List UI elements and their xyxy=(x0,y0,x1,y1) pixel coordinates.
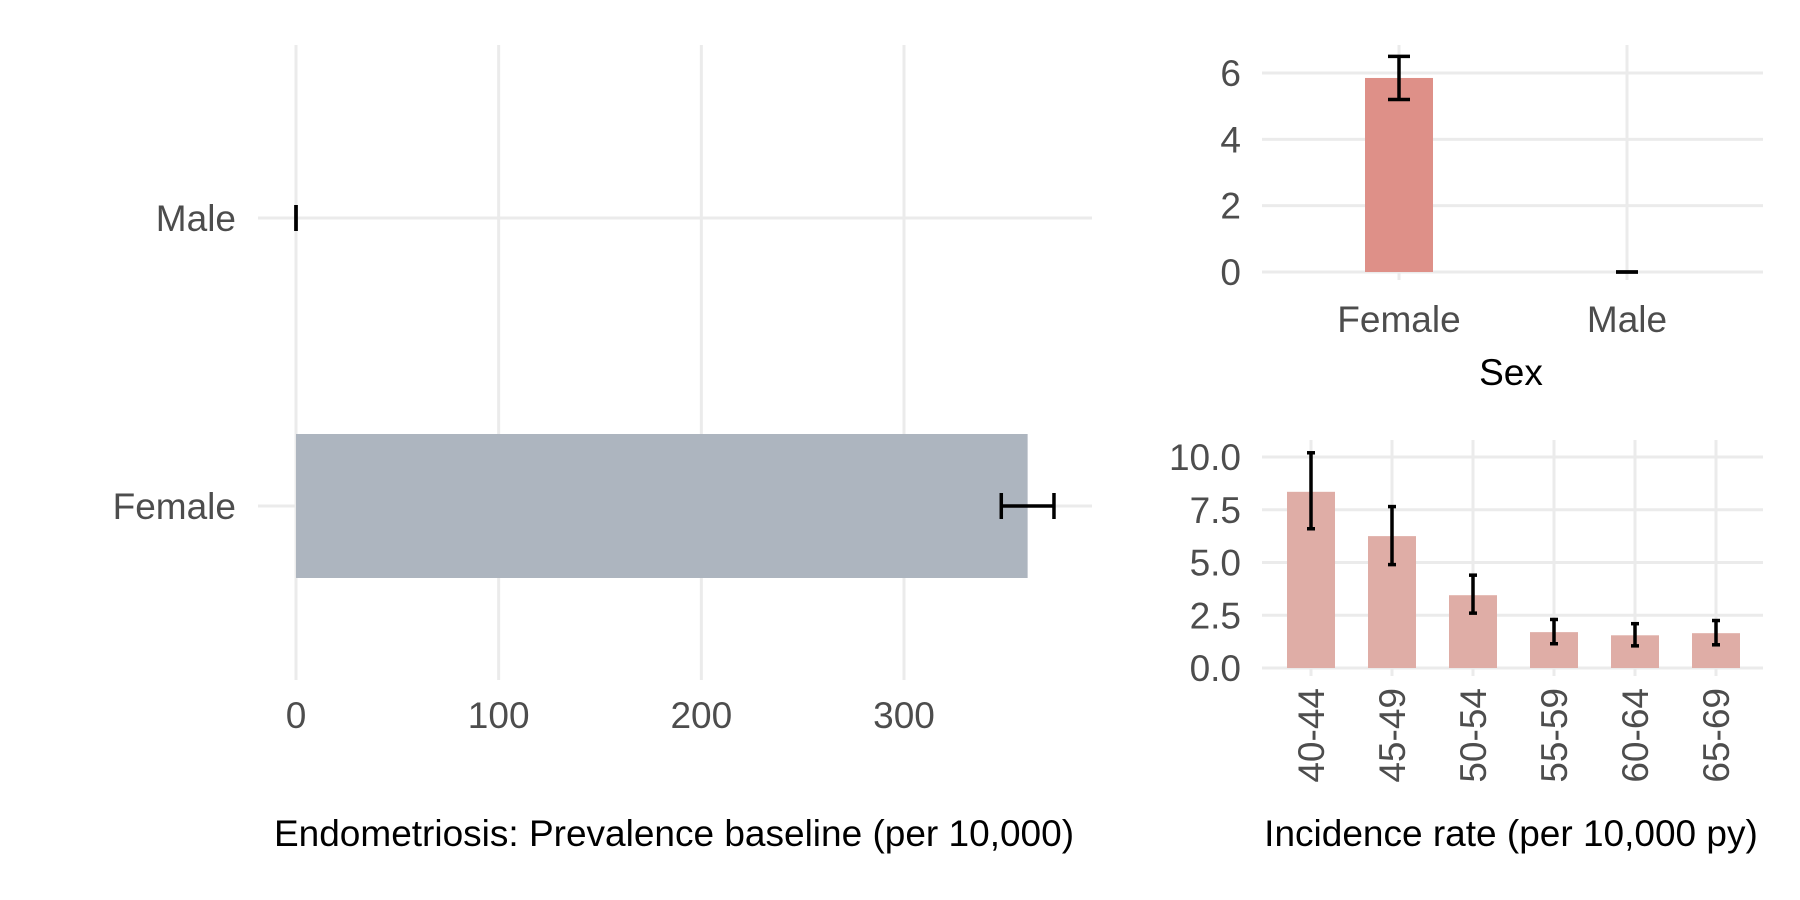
age-category-label: 50-54 xyxy=(1453,688,1494,783)
age-tick-label: 7.5 xyxy=(1190,490,1241,531)
prevalence-category-label: Female xyxy=(113,486,236,527)
sex-bar-female xyxy=(1365,77,1433,272)
age-category-label: 55-59 xyxy=(1534,688,1575,783)
incidence-by-sex-panel: Female Male 0 2 4 6 xyxy=(1220,45,1763,340)
sex-category-label: Male xyxy=(1587,299,1667,340)
sex-tick-label: 0 xyxy=(1220,252,1241,293)
age-tick-label: 10.0 xyxy=(1169,437,1241,478)
prevalence-tick-label: 100 xyxy=(468,695,530,736)
prevalence-axis-title: Endometriosis: Prevalence baseline (per … xyxy=(274,813,1074,854)
prevalence-tick-label: 0 xyxy=(286,695,307,736)
age-category-label: 45-49 xyxy=(1372,688,1413,783)
prevalence-bar-female xyxy=(296,434,1028,578)
age-category-label: 65-69 xyxy=(1696,688,1737,783)
age-category-label: 60-64 xyxy=(1615,688,1656,783)
prevalence-tick-label: 200 xyxy=(670,695,732,736)
age-tick-label: 0.0 xyxy=(1190,648,1241,689)
sex-category-label: Female xyxy=(1337,299,1460,340)
incidence-by-age-panel: 40-44 45-49 50-54 55-59 60-64 65-69 0.0 2.5 5.0 7… xyxy=(1169,437,1763,783)
incidence-axis-title: Incidence rate (per 10,000 py) xyxy=(1264,813,1758,854)
age-category-label: 40-44 xyxy=(1291,688,1332,783)
sex-tick-label: 2 xyxy=(1220,186,1241,227)
sex-tick-label: 4 xyxy=(1220,119,1241,160)
age-tick-label: 2.5 xyxy=(1190,595,1241,636)
sex-tick-label: 6 xyxy=(1220,53,1241,94)
prevalence-category-label: Male xyxy=(156,198,236,239)
age-tick-label: 5.0 xyxy=(1190,543,1241,584)
prevalence-tick-label: 300 xyxy=(873,695,935,736)
prevalence-panel: Male Female 0 100 200 300 xyxy=(113,45,1092,736)
sex-axis-title: Sex xyxy=(1479,352,1543,393)
